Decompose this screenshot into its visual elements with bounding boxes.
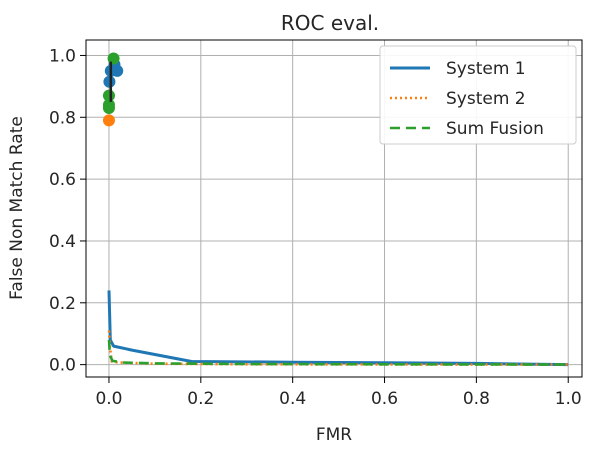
x-tick-label: 0.6	[371, 389, 398, 409]
plot-frame	[85, 39, 583, 378]
chart-title: ROC eval.	[281, 11, 379, 35]
series-marker-system-1	[111, 64, 124, 77]
y-axis-label: False Non Match Rate	[7, 116, 27, 300]
x-tick-label: 0.8	[463, 389, 490, 409]
legend: System 1 System 2 Sum Fusion	[379, 45, 577, 145]
series-marker-system-2	[102, 114, 115, 127]
series-marker-sum-fusion	[102, 102, 115, 115]
series-line-system-1	[107, 290, 569, 367]
series-line-system-2	[107, 330, 569, 366]
y-tick-label: 1.0	[49, 46, 76, 66]
y-tick-label: 0.0	[49, 356, 76, 376]
series-marker-system-1	[103, 75, 116, 88]
series-marker-sum-fusion	[107, 52, 120, 65]
legend-label-sum-fusion: Sum Fusion	[446, 119, 544, 139]
x-axis-label: FMR	[316, 425, 352, 445]
y-tick-label: 0.6	[49, 170, 76, 190]
x-tick-label: 0.2	[187, 389, 214, 409]
legend-label-system-2: System 2	[446, 89, 526, 109]
legend-label-system-1: System 1	[446, 59, 526, 79]
x-tick-label: 1.0	[555, 389, 582, 409]
x-tick-label: 0.4	[279, 389, 306, 409]
series-layer	[107, 290, 569, 367]
y-ticks: 0.0 0.2 0.4 0.6 0.8 1.0	[49, 46, 86, 376]
series-marker-sum-fusion	[102, 89, 115, 102]
x-tick-label: 0.0	[95, 389, 122, 409]
legend-box	[379, 45, 577, 145]
y-tick-label: 0.8	[49, 108, 76, 128]
y-tick-label: 0.2	[49, 294, 76, 314]
markers-layer	[102, 52, 124, 127]
series-line-sum-fusion	[107, 339, 569, 366]
y-tick-label: 0.4	[49, 232, 76, 252]
x-ticks: 0.0 0.2 0.4 0.6 0.8 1.0	[95, 377, 582, 409]
